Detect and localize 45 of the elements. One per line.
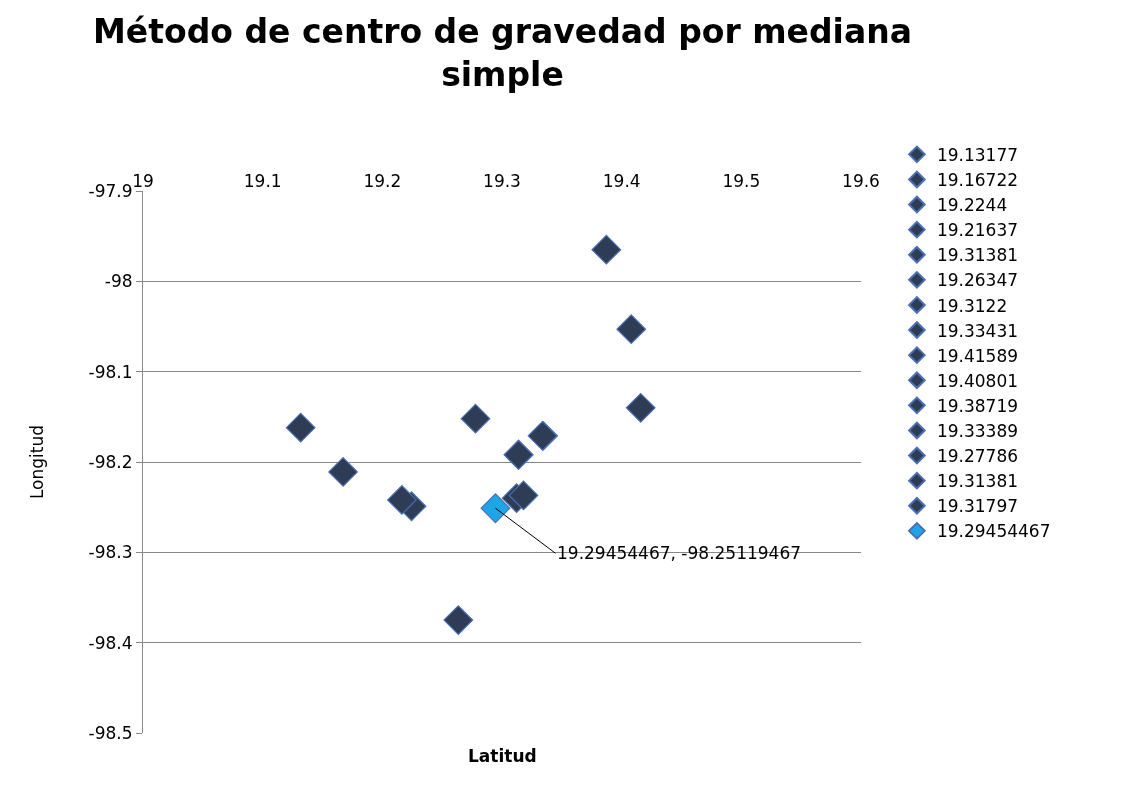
point — [328, 457, 359, 487]
legend-label: 19.40801 — [936, 370, 1019, 391]
legend-label: 19.2244 — [936, 195, 1008, 216]
legend-label: 19.27786 — [936, 446, 1019, 467]
x-axis-title: Latitud — [468, 746, 537, 766]
point — [591, 234, 622, 265]
y-tick-label: -98.1 — [88, 361, 133, 382]
legend-label: 19.38719 — [936, 395, 1019, 416]
x-tick-label: 19.2 — [363, 170, 402, 191]
y-tick-label: -98.4 — [88, 632, 133, 653]
x-tick-label: 19.1 — [243, 170, 282, 191]
x-tick-label: 19.4 — [602, 170, 641, 191]
point — [460, 403, 491, 434]
point — [616, 314, 647, 345]
point — [480, 493, 511, 524]
point — [285, 412, 316, 443]
y-tick-label: -98.5 — [88, 722, 133, 743]
y-tick-label: -98 — [104, 271, 133, 292]
legend-label: 19.16722 — [936, 170, 1019, 191]
legend-label: 19.33389 — [936, 421, 1019, 442]
legend-label: 19.33431 — [936, 320, 1019, 341]
point — [387, 485, 417, 515]
point — [625, 392, 656, 423]
x-tick-label: 19.3 — [483, 170, 521, 191]
legend-label: 19.13177 — [936, 144, 1019, 165]
chart-title: Método de centro de gravedad por mediana simple — [93, 12, 912, 95]
y-axis-title: Longitud — [27, 424, 48, 500]
legend-label: 19.31797 — [936, 496, 1019, 517]
x-tick-label: 19 — [132, 170, 154, 191]
y-tick-label: -97.9 — [88, 180, 133, 201]
legend-label: 19.31381 — [936, 245, 1019, 266]
y-tick-label: -98.2 — [88, 451, 133, 472]
point — [527, 420, 558, 451]
legend-label: 19.31381 — [936, 471, 1019, 492]
legend-label: 19.3122 — [936, 295, 1008, 316]
x-tick-label: 19.5 — [722, 170, 761, 191]
legend-label: 19.29454467 — [936, 521, 1051, 542]
point — [508, 480, 539, 511]
legend-label: 19.21637 — [936, 220, 1019, 241]
point — [443, 605, 474, 635]
x-tick-label: 19.6 — [842, 170, 880, 191]
y-tick-label: -98.3 — [88, 542, 133, 563]
legend-label: 19.41589 — [936, 345, 1019, 366]
legend-label: 19.26347 — [936, 270, 1019, 291]
annotation: 19.29454467, -98.25119467 — [557, 543, 802, 563]
